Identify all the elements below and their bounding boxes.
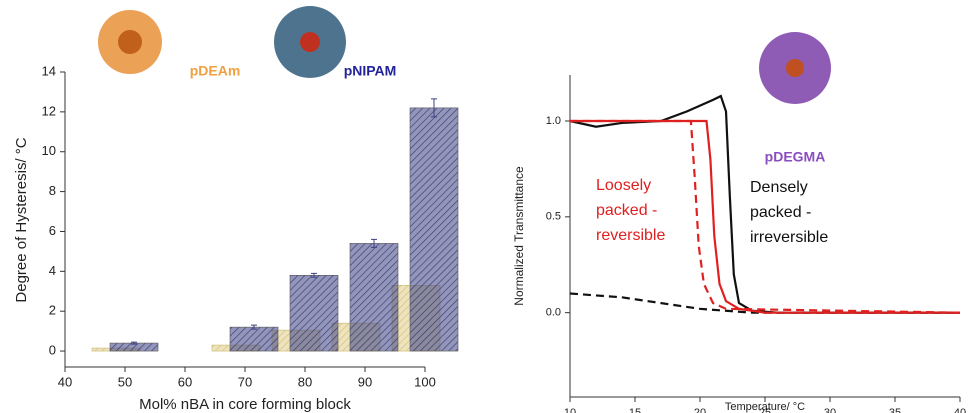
annotation: irreversible: [750, 229, 828, 246]
line: [570, 119, 960, 314]
annotation: Densely: [750, 179, 808, 196]
x-tick-label: 40: [58, 374, 72, 389]
y-tick-label: 14: [42, 63, 56, 78]
error-bar: [131, 341, 137, 345]
x-tick-label: 70: [238, 374, 252, 389]
annotation: packed -: [596, 202, 657, 219]
x-tick-label: 100: [414, 374, 436, 389]
pdegma-core: [786, 59, 804, 77]
pdeam-core: [118, 30, 142, 54]
y-tick-label: 10: [42, 143, 56, 158]
x-tick-label: 10: [564, 407, 576, 413]
error-bar: [251, 324, 257, 330]
pnipam-core: [300, 32, 320, 52]
y-tick-label: 0: [49, 342, 56, 357]
y-tick-label: 2: [49, 303, 56, 318]
x-tick-label: 80: [298, 374, 312, 389]
bar: [229, 326, 279, 352]
micelle-icons: [98, 6, 831, 104]
x-tick-label: 90: [358, 374, 372, 389]
x-tick-label: 60: [178, 374, 192, 389]
x-tick-label: 35: [889, 407, 901, 413]
x-tick-label: 30: [824, 407, 836, 413]
x-tick-label: 15: [629, 407, 641, 413]
bar: [409, 107, 459, 352]
y-axis-title: Normalized Transmittance: [512, 166, 526, 306]
y-tick-label: 12: [42, 103, 56, 118]
bar: [289, 275, 339, 352]
error-bar: [311, 272, 317, 278]
y-tick-label: 8: [49, 183, 56, 198]
bar: [349, 243, 399, 352]
y-tick-label: 0.5: [546, 211, 561, 223]
error-bar: [431, 98, 437, 118]
line: [569, 292, 960, 314]
x-tick-label: 50: [118, 374, 132, 389]
x-axis-title: Mol% nBA in core forming block: [139, 396, 351, 413]
x-tick-label: 40: [954, 407, 966, 413]
x-axis-title: Temperature/ °C: [725, 401, 805, 413]
y-tick-label: 1.0: [546, 115, 561, 127]
annotation: reversible: [596, 227, 665, 244]
error-bar: [371, 238, 377, 248]
annotation: Loosely: [596, 177, 651, 194]
y-axis-title: Degree of Hysteresis/ °C: [13, 137, 30, 302]
y-tick-label: 6: [49, 223, 56, 238]
line: [570, 119, 961, 314]
y-tick-label: 0.0: [546, 307, 561, 319]
series-label: pDEAm: [190, 63, 241, 79]
series-label: pNIPAM: [344, 63, 397, 79]
x-tick-label: 20: [694, 407, 706, 413]
y-tick-label: 4: [49, 263, 56, 278]
x-tick-label: 25: [759, 407, 771, 413]
annotation: packed -: [750, 204, 811, 221]
annotation: pDEGMA: [765, 149, 826, 165]
